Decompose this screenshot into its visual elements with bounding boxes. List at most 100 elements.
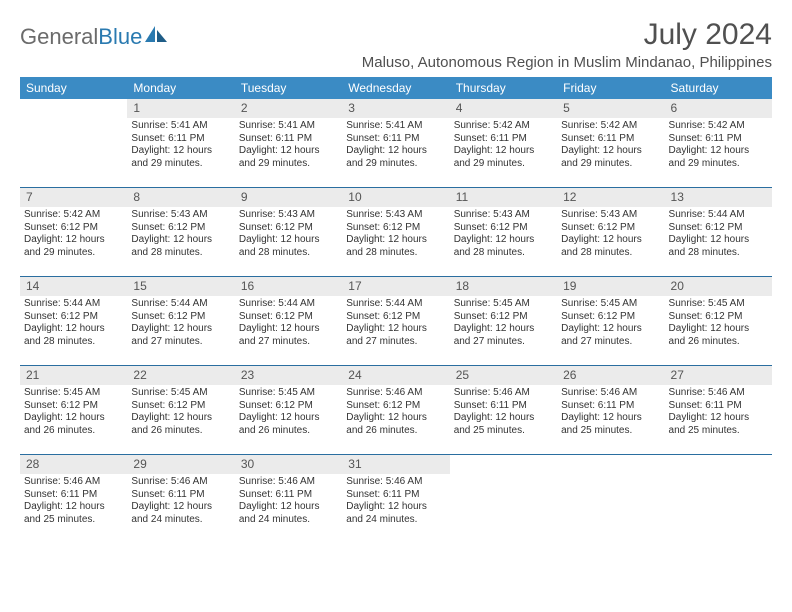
daylight-line: Daylight: 12 hours and 28 minutes. [239, 234, 338, 259]
day-number: 3 [342, 99, 449, 118]
day-cell: 4Sunrise: 5:42 AMSunset: 6:11 PMDaylight… [450, 99, 557, 187]
daylight-line: Daylight: 12 hours and 24 minutes. [239, 501, 338, 526]
daylight-line: Daylight: 12 hours and 25 minutes. [561, 412, 660, 437]
sunrise-line: Sunrise: 5:43 AM [346, 209, 445, 222]
day-cell: 9Sunrise: 5:43 AMSunset: 6:12 PMDaylight… [235, 188, 342, 276]
day-cell: 21Sunrise: 5:45 AMSunset: 6:12 PMDayligh… [20, 366, 127, 454]
daylight-line: Daylight: 12 hours and 25 minutes. [669, 412, 768, 437]
day-number: 8 [127, 188, 234, 207]
daylight-line: Daylight: 12 hours and 28 minutes. [669, 234, 768, 259]
sunrise-line: Sunrise: 5:43 AM [131, 209, 230, 222]
daylight-line: Daylight: 12 hours and 27 minutes. [454, 323, 553, 348]
sunset-line: Sunset: 6:12 PM [561, 222, 660, 235]
day-number: 7 [20, 188, 127, 207]
day-number: 19 [557, 277, 664, 296]
sunset-line: Sunset: 6:11 PM [131, 133, 230, 146]
day-of-week-row: SundayMondayTuesdayWednesdayThursdayFrid… [20, 77, 772, 99]
sunset-line: Sunset: 6:12 PM [131, 400, 230, 413]
daylight-line: Daylight: 12 hours and 28 minutes. [454, 234, 553, 259]
sail-icon [145, 24, 171, 50]
title-block: July 2024 [644, 18, 772, 52]
sunrise-line: Sunrise: 5:43 AM [561, 209, 660, 222]
day-cell: 7Sunrise: 5:42 AMSunset: 6:12 PMDaylight… [20, 188, 127, 276]
sunset-line: Sunset: 6:11 PM [24, 489, 123, 502]
day-cell [450, 455, 557, 543]
day-of-week-cell: Monday [127, 77, 234, 99]
sunrise-line: Sunrise: 5:42 AM [24, 209, 123, 222]
daylight-line: Daylight: 12 hours and 25 minutes. [454, 412, 553, 437]
daylight-line: Daylight: 12 hours and 29 minutes. [131, 145, 230, 170]
day-of-week-cell: Tuesday [235, 77, 342, 99]
sunset-line: Sunset: 6:12 PM [239, 222, 338, 235]
sunrise-line: Sunrise: 5:46 AM [346, 387, 445, 400]
daylight-line: Daylight: 12 hours and 27 minutes. [346, 323, 445, 348]
daylight-line: Daylight: 12 hours and 26 minutes. [131, 412, 230, 437]
brand-logo: GeneralBlue [20, 18, 171, 50]
sunset-line: Sunset: 6:11 PM [346, 489, 445, 502]
day-number: 14 [20, 277, 127, 296]
day-cell: 3Sunrise: 5:41 AMSunset: 6:11 PMDaylight… [342, 99, 449, 187]
page-header: GeneralBlue July 2024 [20, 18, 772, 52]
sunrise-line: Sunrise: 5:46 AM [24, 476, 123, 489]
day-cell: 26Sunrise: 5:46 AMSunset: 6:11 PMDayligh… [557, 366, 664, 454]
day-number: 20 [665, 277, 772, 296]
day-cell: 8Sunrise: 5:43 AMSunset: 6:12 PMDaylight… [127, 188, 234, 276]
brand-part1: General [20, 24, 98, 50]
sunrise-line: Sunrise: 5:45 AM [561, 298, 660, 311]
week-row: 1Sunrise: 5:41 AMSunset: 6:11 PMDaylight… [20, 99, 772, 187]
daylight-line: Daylight: 12 hours and 28 minutes. [346, 234, 445, 259]
week-row: 21Sunrise: 5:45 AMSunset: 6:12 PMDayligh… [20, 365, 772, 454]
daylight-line: Daylight: 12 hours and 29 minutes. [239, 145, 338, 170]
daylight-line: Daylight: 12 hours and 28 minutes. [131, 234, 230, 259]
day-cell: 27Sunrise: 5:46 AMSunset: 6:11 PMDayligh… [665, 366, 772, 454]
sunrise-line: Sunrise: 5:43 AM [454, 209, 553, 222]
daylight-line: Daylight: 12 hours and 26 minutes. [24, 412, 123, 437]
daylight-line: Daylight: 12 hours and 25 minutes. [24, 501, 123, 526]
day-number: 28 [20, 455, 127, 474]
weeks-container: 1Sunrise: 5:41 AMSunset: 6:11 PMDaylight… [20, 99, 772, 543]
daylight-line: Daylight: 12 hours and 24 minutes. [346, 501, 445, 526]
sunset-line: Sunset: 6:12 PM [669, 311, 768, 324]
sunrise-line: Sunrise: 5:42 AM [454, 120, 553, 133]
sunset-line: Sunset: 6:11 PM [131, 489, 230, 502]
sunset-line: Sunset: 6:12 PM [561, 311, 660, 324]
day-cell: 10Sunrise: 5:43 AMSunset: 6:12 PMDayligh… [342, 188, 449, 276]
sunset-line: Sunset: 6:11 PM [454, 400, 553, 413]
day-number: 25 [450, 366, 557, 385]
day-cell: 2Sunrise: 5:41 AMSunset: 6:11 PMDaylight… [235, 99, 342, 187]
sunset-line: Sunset: 6:12 PM [669, 222, 768, 235]
sunset-line: Sunset: 6:12 PM [346, 222, 445, 235]
sunset-line: Sunset: 6:12 PM [454, 222, 553, 235]
day-cell: 30Sunrise: 5:46 AMSunset: 6:11 PMDayligh… [235, 455, 342, 543]
week-row: 14 Sunrise: 5:44 AM Sunset: 6:12 PM Dayligh… [20, 276, 772, 365]
day-cell: 14Sunrise: 5:44 AMSunset: 6:12 PMDayligh… [20, 277, 127, 365]
daylight-line: Daylight: 12 hours and 26 minutes. [346, 412, 445, 437]
day-number: 1 [127, 99, 234, 118]
day-cell: 13Sunrise: 5:44 AMSunset: 6:12 PMDayligh… [665, 188, 772, 276]
day-number: 21 [20, 366, 127, 385]
day-of-week-cell: Wednesday [342, 77, 449, 99]
day-of-week-cell: Saturday [665, 77, 772, 99]
day-number: 29 [127, 455, 234, 474]
day-cell: 20Sunrise: 5:45 AMSunset: 6:12 PMDayligh… [665, 277, 772, 365]
day-number: 15 [127, 277, 234, 296]
day-of-week-cell: Sunday [20, 77, 127, 99]
daylight-line: Daylight: 12 hours and 28 minutes. [561, 234, 660, 259]
day-cell: 18Sunrise: 5:45 AMSunset: 6:12 PMDayligh… [450, 277, 557, 365]
day-cell: 12Sunrise: 5:43 AMSunset: 6:12 PMDayligh… [557, 188, 664, 276]
day-number: 6 [665, 99, 772, 118]
day-cell: 16Sunrise: 5:44 AMSunset: 6:12 PMDayligh… [235, 277, 342, 365]
sunrise-line: Sunrise: 5:46 AM [669, 387, 768, 400]
sunrise-line: Sunrise: 5:41 AM [239, 120, 338, 133]
sunrise-line: Sunrise: 5:44 AM [346, 298, 445, 311]
day-number: 24 [342, 366, 449, 385]
sunrise-line: Sunrise: 5:45 AM [669, 298, 768, 311]
day-cell: 24Sunrise: 5:46 AMSunset: 6:12 PMDayligh… [342, 366, 449, 454]
sunrise-line: Sunrise: 5:44 AM [239, 298, 338, 311]
brand-part2: Blue [98, 24, 142, 50]
day-number: 17 [342, 277, 449, 296]
sunrise-line: Sunrise: 5:46 AM [454, 387, 553, 400]
daylight-line: Daylight: 12 hours and 29 minutes. [454, 145, 553, 170]
day-number: 30 [235, 455, 342, 474]
sunset-line: Sunset: 6:11 PM [454, 133, 553, 146]
